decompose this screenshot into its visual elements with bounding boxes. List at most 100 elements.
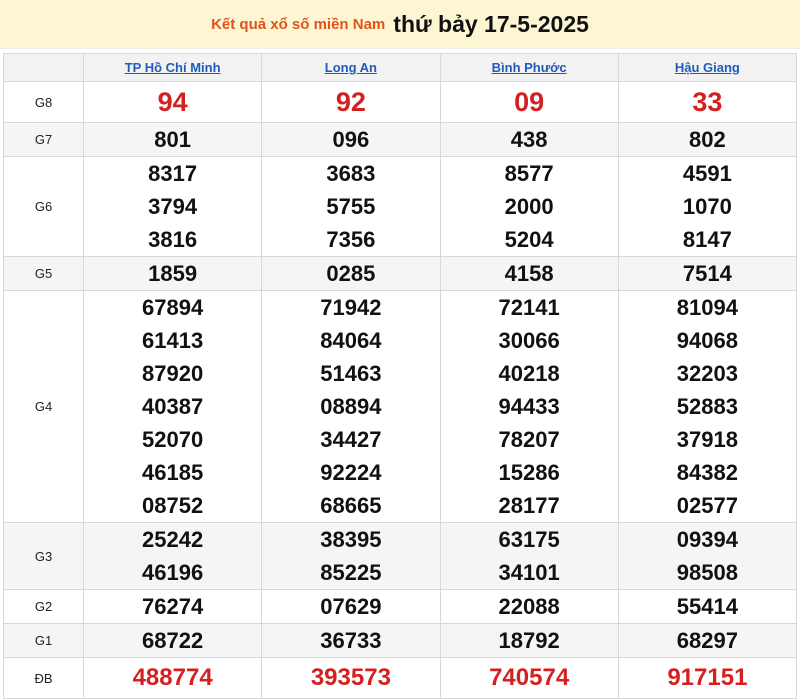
result-cell: 09 [439, 81, 619, 123]
result-number: 84064 [320, 328, 382, 353]
result-number: 72141 [498, 295, 560, 320]
result-number: 7356 [326, 227, 376, 252]
header-title[interactable]: Kết quả xổ số miền Nam [211, 15, 386, 33]
result-number: 34427 [320, 427, 382, 452]
result-number: 09 [514, 87, 545, 117]
result-cell: 07629 [261, 589, 441, 624]
result-number: 46185 [142, 460, 204, 485]
result-cell: 68297 [617, 623, 798, 658]
column-header: Long An [261, 53, 441, 82]
result-cell: 0285 [261, 256, 441, 291]
result-cell: 8577 2000 5204 [439, 156, 619, 257]
result-number: 40387 [142, 394, 204, 419]
result-number: 32203 [676, 361, 738, 386]
result-cell: 67894 61413 87920 40387 52070 46185 08752 [82, 290, 263, 523]
result-cell: 7514 [617, 256, 798, 291]
result-cell: 8317 3794 3816 [82, 156, 263, 257]
result-number: 8577 [504, 161, 554, 186]
province-link[interactable]: Hậu Giang [674, 60, 740, 75]
result-number: 5204 [504, 227, 554, 252]
column-header: Bình Phước [439, 53, 619, 82]
result-number: 61413 [142, 328, 204, 353]
result-cell: 68722 [82, 623, 263, 658]
result-number: 28177 [498, 493, 560, 518]
result-cell: 393573 [261, 657, 441, 699]
result-number: 917151 [667, 664, 748, 691]
result-number: 71942 [320, 295, 382, 320]
result-number: 1070 [682, 194, 732, 219]
header-row: TP Hồ Chí Minh Long An Bình Phước Hậu Giang [3, 53, 798, 82]
result-cell: 917151 [617, 657, 798, 699]
result-number: 37918 [676, 427, 738, 452]
result-number: 0285 [326, 261, 376, 286]
prize-row: G7 801 096 438 802 [3, 122, 798, 157]
result-cell: 801 [82, 122, 263, 157]
result-number: 18792 [498, 628, 560, 653]
results-table: TP Hồ Chí Minh Long An Bình Phước Hậu Giang… [3, 53, 798, 699]
result-cell: 4591 1070 8147 [617, 156, 798, 257]
province-link[interactable]: TP Hồ Chí Minh [124, 60, 221, 75]
result-number: 08752 [142, 493, 204, 518]
result-cell: 33 [617, 81, 798, 123]
result-number: 40218 [498, 361, 560, 386]
prize-label: G4 [3, 290, 84, 523]
result-number: 68722 [142, 628, 204, 653]
prize-row: G5 1859 0285 4158 7514 [3, 256, 798, 291]
result-number: 438 [510, 127, 548, 152]
header-date: thứ bảy 17-5-2025 [393, 10, 589, 37]
result-number: 36733 [320, 628, 382, 653]
result-number: 55414 [676, 594, 738, 619]
prize-row: G3 25242 46196 38395 85225 63175 34101 09394 985… [3, 522, 798, 590]
result-number: 92 [335, 87, 366, 117]
result-number: 63175 [498, 527, 560, 552]
result-number: 68665 [320, 493, 382, 518]
result-number: 94068 [676, 328, 738, 353]
column-header: Hậu Giang [617, 53, 798, 82]
result-cell: 4158 [439, 256, 619, 291]
result-cell: 18792 [439, 623, 619, 658]
prize-row: G4 67894 61413 87920 40387 52070 46185 08752 719… [3, 290, 798, 523]
result-number: 52883 [676, 394, 738, 419]
result-cell: 096 [261, 122, 441, 157]
result-number: 52070 [142, 427, 204, 452]
result-number: 8147 [682, 227, 732, 252]
result-number: 78207 [498, 427, 560, 452]
result-cell: 3683 5755 7356 [261, 156, 441, 257]
result-cell: 09394 98508 [617, 522, 798, 590]
prize-row: G6 8317 3794 3816 3683 5755 7356 8577 2000 5204 45… [3, 156, 798, 257]
prize-label: ĐB [3, 657, 84, 699]
result-number: 94433 [498, 394, 560, 419]
column-header: TP Hồ Chí Minh [82, 53, 263, 82]
result-number: 34101 [498, 560, 560, 585]
result-number: 67894 [142, 295, 204, 320]
result-number: 46196 [142, 560, 204, 585]
result-number: 87920 [142, 361, 204, 386]
province-link[interactable]: Bình Phước [491, 60, 567, 75]
result-number: 801 [154, 127, 191, 152]
prize-label: G3 [3, 522, 84, 590]
result-number: 8317 [148, 161, 198, 186]
province-link[interactable]: Long An [324, 60, 377, 75]
result-cell: 36733 [261, 623, 441, 658]
result-cell: 92 [261, 81, 441, 123]
header: Kết quả xổ số miền Nam thứ bảy 17-5-2025 [0, 0, 800, 49]
result-number: 51463 [320, 361, 382, 386]
result-number: 38395 [320, 527, 382, 552]
result-cell: 38395 85225 [261, 522, 441, 590]
result-number: 3683 [326, 161, 376, 186]
prize-label: G6 [3, 156, 84, 257]
result-number: 09394 [676, 527, 738, 552]
prize-row: G2 76274 07629 22088 55414 [3, 589, 798, 624]
result-number: 15286 [498, 460, 560, 485]
result-number: 22088 [498, 594, 560, 619]
result-cell: 488774 [82, 657, 263, 699]
result-cell: 63175 34101 [439, 522, 619, 590]
result-cell: 438 [439, 122, 619, 157]
result-number: 3816 [148, 227, 198, 252]
result-cell: 76274 [82, 589, 263, 624]
result-number: 4158 [504, 261, 554, 286]
prize-row: ĐB 488774 393573 740574 917151 [3, 657, 798, 699]
result-number: 08894 [320, 394, 382, 419]
result-cell: 72141 30066 40218 94433 78207 15286 28177 [439, 290, 619, 523]
